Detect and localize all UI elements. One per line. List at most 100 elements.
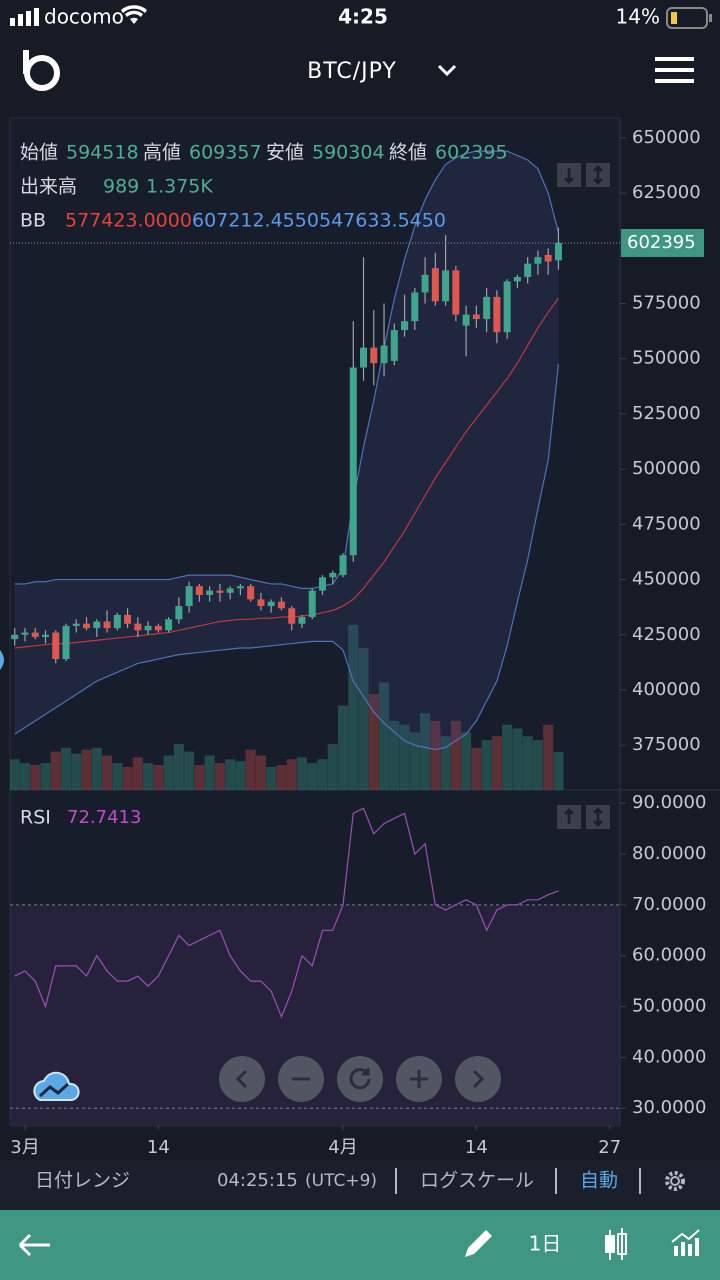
interval-button[interactable]: 1日 — [529, 1232, 562, 1256]
volume-bar — [184, 751, 195, 790]
reset-button[interactable] — [337, 1056, 383, 1102]
volume-bar — [532, 740, 543, 790]
candle-body — [421, 274, 429, 293]
timezone[interactable]: (UTC+9) — [305, 1171, 377, 1191]
bb-label: BB — [20, 210, 46, 232]
arrow-icon — [564, 168, 574, 184]
y-tick-label: 450000 — [632, 569, 701, 590]
signal — [26, 11, 31, 26]
volume-bar — [286, 759, 297, 790]
volume-bar — [368, 694, 379, 790]
rsi-label: RSI — [20, 807, 51, 829]
candle-body — [452, 270, 460, 315]
battery-text: 14% — [616, 5, 660, 29]
menu[interactable] — [655, 57, 694, 83]
volume-bar — [379, 682, 390, 790]
band-fill — [14, 151, 559, 750]
battery-tip — [709, 14, 712, 22]
candle-body — [380, 345, 388, 364]
close-label: 終値 — [389, 142, 427, 164]
tv-logo-line — [38, 1082, 70, 1098]
candle-body — [524, 263, 532, 278]
candle-body — [83, 623, 91, 629]
candle-body — [360, 347, 368, 368]
volume-bar — [40, 763, 51, 790]
volume-bar — [132, 757, 143, 790]
volume-bar — [543, 724, 554, 790]
candle-body — [93, 621, 101, 629]
candle-body — [165, 619, 173, 631]
volume-bar — [317, 759, 328, 790]
volume-bar — [553, 752, 564, 790]
volume-bar — [296, 757, 307, 790]
icon — [472, 1069, 485, 1089]
settings[interactable] — [665, 1171, 685, 1191]
candle-body — [339, 555, 347, 576]
carrier: docomo — [44, 5, 124, 29]
icon — [235, 1069, 248, 1089]
signal — [18, 14, 23, 26]
pair-title[interactable]: BTC/JPY — [307, 59, 397, 84]
last-price-label: 602395 — [627, 232, 696, 253]
scroll-handle[interactable] — [0, 650, 4, 670]
gear-hub — [670, 1176, 680, 1186]
volume-bar — [10, 759, 20, 790]
candle-body — [216, 590, 224, 593]
icon — [349, 1068, 371, 1090]
scroll-right-button[interactable] — [455, 1056, 501, 1102]
candle-body — [472, 314, 480, 319]
icon — [605, 1235, 615, 1253]
x-tick-label: 4月 — [328, 1137, 357, 1158]
y-tick-label: 400000 — [632, 679, 701, 700]
icon — [410, 1070, 428, 1088]
candle-body — [308, 590, 316, 618]
auto-scale[interactable]: 自動 — [580, 1170, 618, 1192]
candle-body — [247, 586, 255, 600]
candle-body — [124, 614, 132, 624]
date-range[interactable]: 日付レンジ — [35, 1170, 130, 1192]
menu-bar — [655, 57, 694, 61]
clock: 04:25:15 — [217, 1170, 298, 1191]
menu-bar — [655, 79, 694, 83]
indicators-button[interactable] — [671, 1229, 700, 1256]
volume-bar — [327, 743, 338, 790]
candle-body — [462, 314, 470, 326]
candle-body — [154, 625, 162, 631]
x-tick-label: 14 — [147, 1137, 170, 1158]
chart-type-button[interactable] — [605, 1228, 627, 1260]
candle-body — [206, 590, 214, 596]
candle-body — [31, 632, 39, 637]
scroll-left-button[interactable] — [219, 1056, 265, 1102]
candle-body — [411, 292, 419, 322]
low-label: 安値 — [266, 142, 304, 164]
logo-stem — [23, 50, 29, 74]
candle-body — [349, 367, 357, 556]
volume-bar — [173, 743, 184, 790]
volume-bar — [338, 705, 349, 790]
volume-bar — [153, 765, 164, 790]
candle-body — [103, 621, 111, 629]
toolbar — [0, 1160, 720, 1210]
candle-body — [503, 281, 511, 333]
separator — [395, 1168, 397, 1194]
candle-body — [288, 608, 296, 624]
icon — [695, 1238, 699, 1256]
pane-button-icons — [564, 165, 603, 827]
volume-bar — [420, 713, 431, 790]
candle-body — [329, 572, 337, 578]
y-tick-label: 550000 — [632, 348, 701, 369]
back-button[interactable] — [18, 1233, 50, 1257]
candle-body — [226, 588, 234, 593]
candle-body — [257, 599, 265, 607]
log-scale[interactable]: ログスケール — [420, 1170, 534, 1192]
logo[interactable] — [23, 50, 60, 91]
draw-button[interactable] — [465, 1230, 492, 1257]
gear — [665, 1171, 685, 1191]
bb-upper-line — [14, 150, 560, 589]
candle-body — [277, 601, 285, 609]
icon — [688, 1244, 692, 1256]
signal — [10, 18, 15, 26]
chevron[interactable] — [437, 64, 457, 77]
volume-bar — [204, 755, 215, 790]
